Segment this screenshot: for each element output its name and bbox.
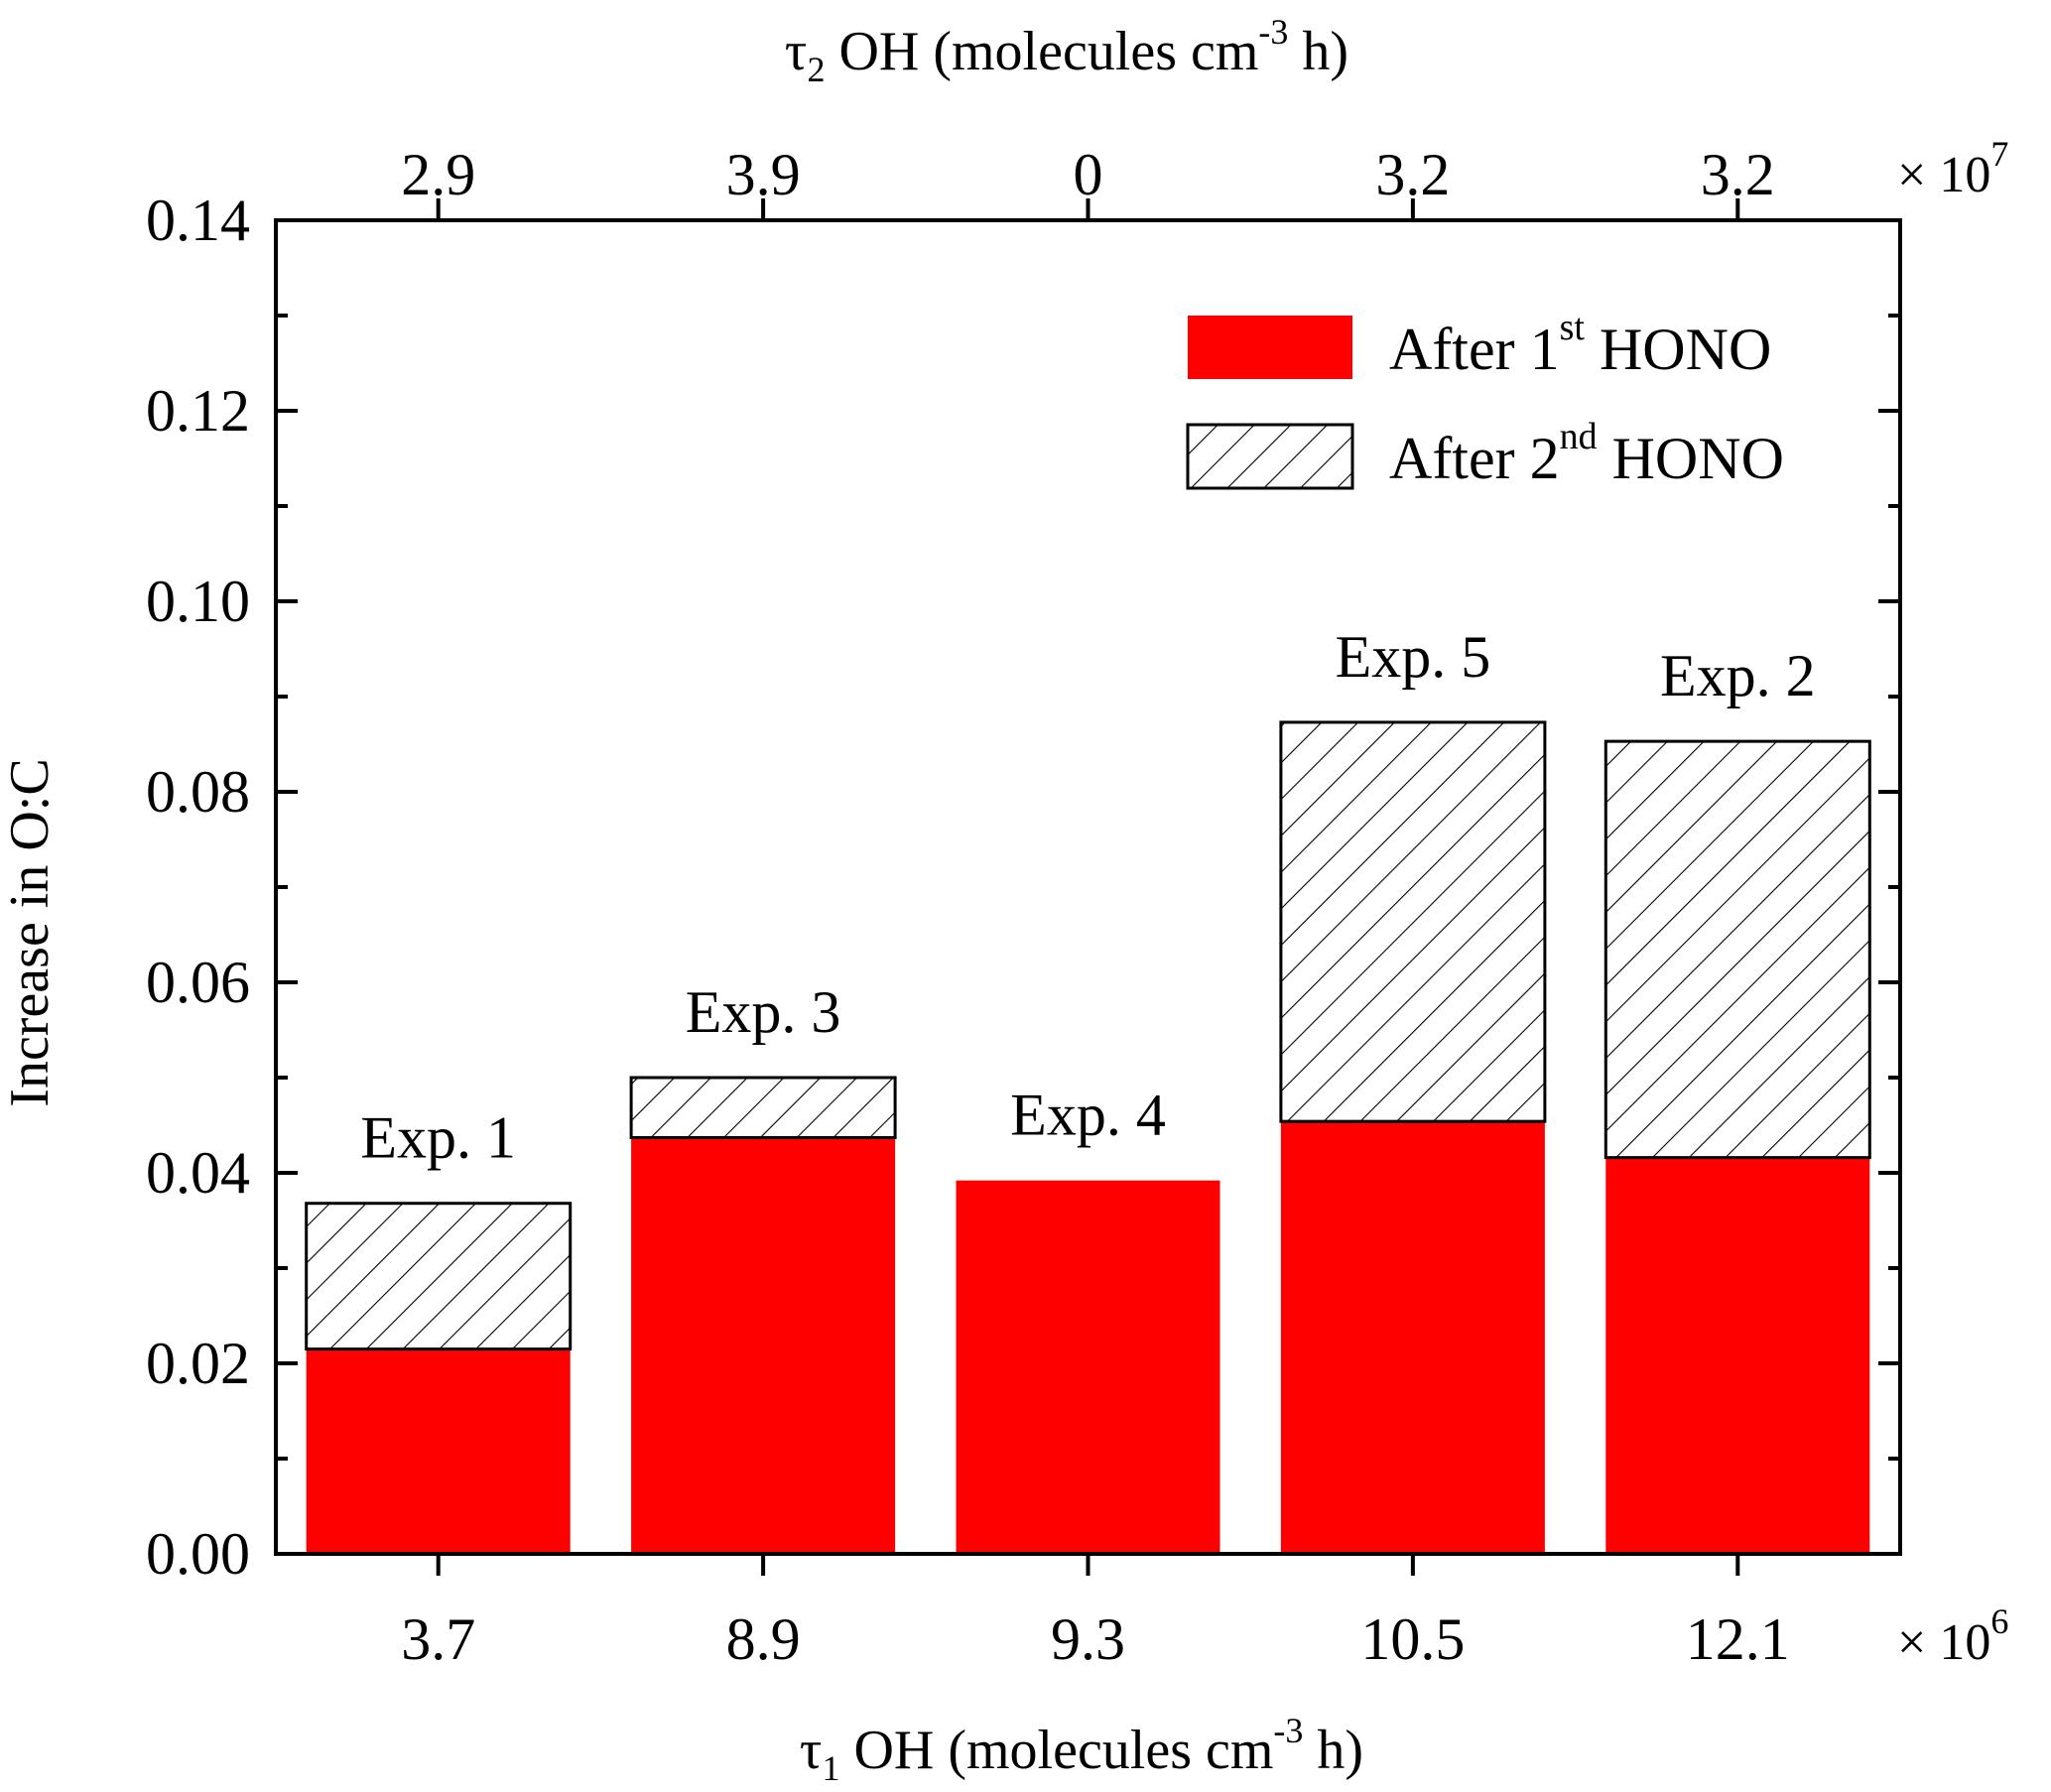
x-axis-multiplier: × 106 (1897, 1601, 2008, 1671)
x-tick-label: 3.7 (401, 1606, 475, 1672)
legend-label-first: After 1st HONO (1389, 307, 1771, 382)
y-tick-label: 0.12 (146, 378, 250, 444)
legend-label-first-sup: st (1560, 307, 1586, 348)
legend-swatch-second (1186, 423, 1354, 490)
x2-tick-label: 3.9 (726, 142, 801, 207)
bar-second-hono-2 (629, 1076, 897, 1139)
x-axis-title-end: h) (1303, 1720, 1363, 1781)
x-axis-ticks: 3.7 8.9 9.3 10.5 12.1 (401, 1554, 1790, 1672)
legend-label-second-suffix: HONO (1598, 426, 1784, 491)
bar-first-hono-2 (631, 1137, 896, 1554)
legend-swatch-first (1188, 316, 1352, 379)
bar-second-hono-1 (305, 1202, 573, 1351)
x-tick-label: 12.1 (1686, 1606, 1790, 1672)
bars-layer (305, 720, 1871, 1554)
y-axis-ticks: 0.00 0.02 0.04 0.06 0.08 0.10 0.12 0.14 (146, 188, 1900, 1587)
x2-axis-title-tau: τ (785, 21, 808, 82)
bar-first-hono-3 (956, 1180, 1220, 1554)
y-tick-label: 0.00 (146, 1521, 250, 1587)
x-axis-title-text: OH (molecules cm (839, 1720, 1273, 1781)
bar-label: Exp. 1 (360, 1105, 516, 1171)
x2-axis-ticks: 2.9 3.9 0 3.2 3.2 (401, 142, 1775, 220)
legend-label-first-prefix: After 1 (1389, 317, 1560, 382)
x2-tick-label: 3.2 (1375, 142, 1450, 207)
y-tick-label: 0.04 (146, 1140, 250, 1206)
bar-label: Exp. 5 (1336, 624, 1491, 690)
x2-axis-title-end: h) (1288, 21, 1348, 82)
legend-label-second: After 2nd HONO (1389, 416, 1784, 491)
x2-axis-multiplier-text: × 10 (1897, 147, 1990, 203)
x2-axis-multiplier-exp: 7 (1990, 134, 2008, 174)
bar-second-hono-4 (1279, 720, 1547, 1123)
x2-axis-title-text: OH (molecules cm (825, 21, 1258, 82)
legend: After 1st HONO After 2nd HONO (1186, 307, 1784, 491)
x2-axis-title-sub: 2 (807, 50, 825, 89)
x2-tick-label: 3.2 (1701, 142, 1775, 207)
x2-axis-multiplier: × 107 (1897, 134, 2008, 203)
x-axis-title-tau: τ (800, 1720, 823, 1781)
x2-tick-label: 0 (1074, 142, 1103, 207)
x-tick-label: 8.9 (726, 1606, 801, 1672)
y-tick-label: 0.06 (146, 950, 250, 1015)
x-axis-title: τ1 OH (molecules cm-3 h) (800, 1711, 1363, 1788)
x-axis-multiplier-text: × 10 (1897, 1614, 1990, 1671)
bar-label: Exp. 4 (1010, 1083, 1166, 1148)
x-tick-label: 10.5 (1360, 1606, 1465, 1672)
x-tick-label: 9.3 (1051, 1606, 1125, 1672)
bar-label: Exp. 2 (1660, 643, 1816, 708)
bar-first-hono-4 (1280, 1121, 1545, 1554)
bar-labels-layer: Exp. 1 Exp. 3 Exp. 4 Exp. 5 Exp. 2 (360, 624, 1815, 1171)
bar-first-hono-1 (306, 1348, 571, 1554)
x-axis-multiplier-exp: 6 (1990, 1601, 2008, 1641)
x2-axis-title: τ2 OH (molecules cm-3 h) (785, 12, 1348, 89)
y-tick-label: 0.02 (146, 1331, 250, 1396)
y-tick-label: 0.10 (146, 569, 250, 634)
legend-label-second-prefix: After 2 (1389, 426, 1560, 491)
bar-label: Exp. 3 (686, 979, 841, 1045)
legend-label-first-suffix: HONO (1585, 317, 1771, 382)
bar-second-hono-5 (1603, 739, 1871, 1160)
y-tick-label: 0.14 (146, 188, 250, 253)
bar-first-hono-5 (1605, 1157, 1870, 1554)
y-axis-title: Increase in O:C (0, 758, 61, 1106)
legend-label-second-sup: nd (1560, 416, 1598, 457)
x-axis-title-sub: 1 (822, 1748, 839, 1788)
y-tick-label: 0.08 (146, 759, 250, 825)
x2-tick-label: 2.9 (401, 142, 475, 207)
x-axis-title-sup: -3 (1273, 1711, 1303, 1750)
x2-axis-title-sup: -3 (1258, 12, 1288, 52)
